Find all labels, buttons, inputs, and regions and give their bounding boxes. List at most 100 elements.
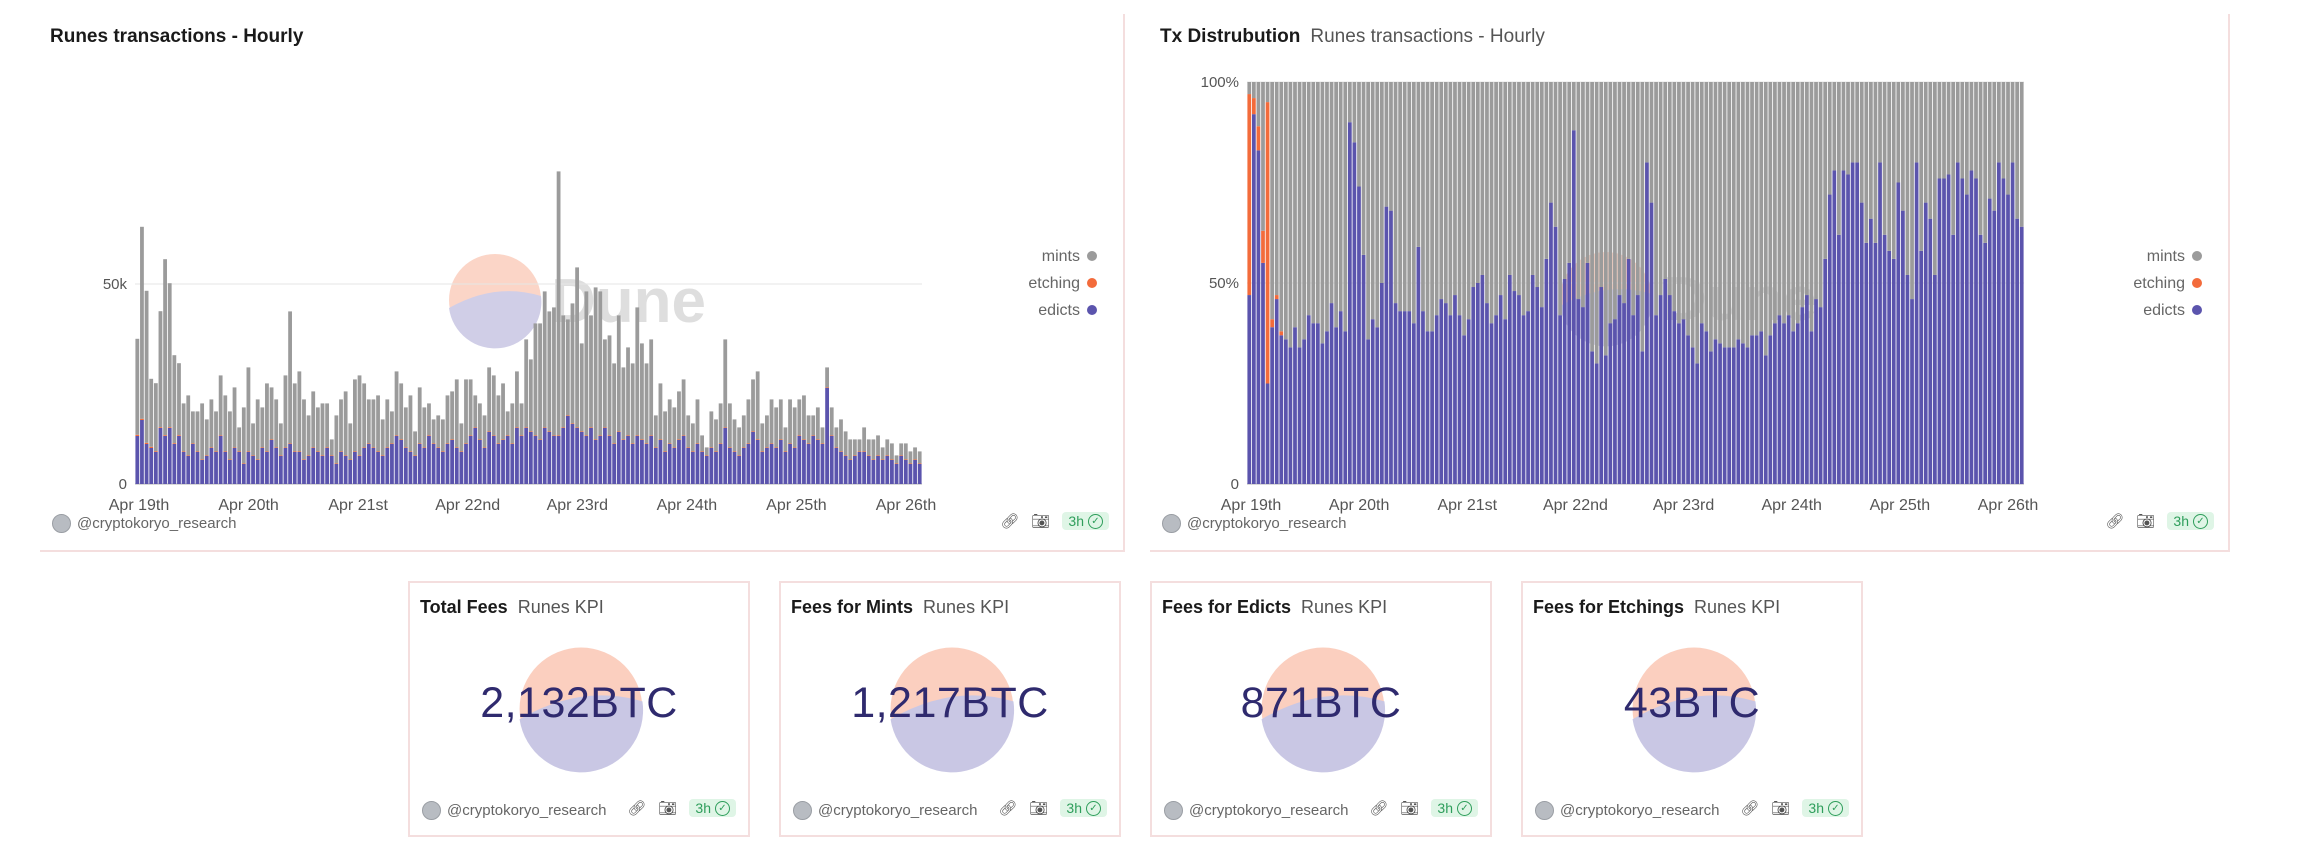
bar-etching[interactable]	[866, 455, 871, 456]
bar-edicts[interactable]	[686, 448, 691, 484]
bar-mints[interactable]	[288, 311, 292, 444]
bar-edicts[interactable]	[329, 456, 334, 484]
bar-edicts[interactable]	[1599, 287, 1604, 484]
legend-marker-mints[interactable]	[2192, 251, 2202, 261]
bar-etching[interactable]	[653, 447, 658, 448]
bar-etching[interactable]	[223, 451, 228, 452]
camera-icon[interactable]: 📷︎	[1031, 513, 1051, 530]
bar-etching[interactable]	[445, 443, 450, 444]
bar-edicts[interactable]	[1942, 178, 1946, 485]
bar-mints[interactable]	[505, 411, 510, 436]
bar-edicts[interactable]	[1878, 162, 1882, 484]
bar-mints[interactable]	[1681, 82, 1686, 320]
bar-mints[interactable]	[871, 439, 876, 460]
bar-mints[interactable]	[1914, 82, 1919, 163]
bar-edicts[interactable]	[630, 444, 635, 484]
bar-mints[interactable]	[1855, 82, 1860, 163]
camera-icon[interactable]: 📷︎	[1029, 800, 1049, 817]
bar-edicts[interactable]	[371, 448, 376, 484]
bar-mints[interactable]	[528, 359, 533, 432]
bar-etching[interactable]	[315, 451, 320, 452]
bar-etching[interactable]	[417, 443, 422, 444]
bar-edicts[interactable]	[366, 444, 371, 484]
bar-etching[interactable]	[778, 439, 783, 440]
legend-marker-etching[interactable]	[1087, 278, 1097, 288]
bar-mints[interactable]	[1859, 82, 1864, 203]
bar-edicts[interactable]	[390, 444, 394, 484]
bar-edicts[interactable]	[667, 444, 672, 484]
bar-mints[interactable]	[1247, 82, 1252, 95]
bar-etching[interactable]	[792, 447, 797, 448]
bar-mints[interactable]	[2001, 82, 2006, 179]
bar-edicts[interactable]	[1640, 351, 1645, 484]
bar-mints[interactable]	[1599, 82, 1604, 288]
bar-mints[interactable]	[1544, 82, 1549, 259]
bar-mints[interactable]	[834, 427, 839, 448]
bar-etching[interactable]	[454, 447, 459, 448]
bar-mints[interactable]	[862, 427, 867, 452]
bar-mints[interactable]	[246, 367, 251, 452]
bar-edicts[interactable]	[1329, 303, 1334, 484]
bar-edicts[interactable]	[700, 452, 704, 484]
bar-etching[interactable]	[811, 435, 816, 436]
bar-edicts[interactable]	[811, 436, 816, 484]
bar-edicts[interactable]	[1910, 299, 1914, 484]
bar-edicts[interactable]	[2006, 194, 2010, 484]
bar-mints[interactable]	[644, 363, 649, 444]
bar-mints[interactable]	[237, 427, 242, 452]
bar-edicts[interactable]	[894, 464, 899, 484]
bar-edicts[interactable]	[255, 460, 260, 484]
bar-etching[interactable]	[815, 439, 820, 440]
bar-etching[interactable]	[278, 455, 283, 456]
bar-mints[interactable]	[1800, 82, 1805, 308]
bar-edicts[interactable]	[1974, 178, 1978, 485]
bar-etching[interactable]	[829, 435, 834, 436]
bar-mints[interactable]	[908, 451, 913, 464]
bar-edicts[interactable]	[1283, 339, 1288, 484]
bar-edicts[interactable]	[158, 428, 163, 484]
bar-mints[interactable]	[1457, 82, 1462, 316]
bar-edicts[interactable]	[1786, 315, 1791, 484]
bar-edicts[interactable]	[459, 452, 464, 484]
bar-edicts[interactable]	[593, 440, 598, 484]
bar-etching[interactable]	[556, 435, 561, 436]
bar-edicts[interactable]	[167, 428, 172, 484]
bar-edicts[interactable]	[616, 432, 621, 484]
bar-etching[interactable]	[607, 435, 612, 436]
bar-mints[interactable]	[1946, 82, 1951, 175]
bar-mints[interactable]	[1841, 82, 1846, 171]
bar-etching[interactable]	[413, 455, 417, 456]
bar-mints[interactable]	[454, 379, 459, 448]
bar-edicts[interactable]	[1649, 202, 1654, 484]
bar-mints[interactable]	[1823, 82, 1828, 259]
bar-mints[interactable]	[140, 226, 144, 419]
bar-etching[interactable]	[167, 427, 172, 428]
bar-mints[interactable]	[1635, 82, 1640, 296]
bar-mints[interactable]	[320, 403, 325, 456]
bar-edicts[interactable]	[1366, 339, 1370, 484]
bar-etching[interactable]	[496, 443, 501, 444]
bar-mints[interactable]	[1366, 82, 1370, 340]
bar-mints[interactable]	[667, 399, 672, 444]
bar-mints[interactable]	[190, 411, 195, 444]
bar-mints[interactable]	[658, 383, 663, 440]
bar-edicts[interactable]	[1750, 335, 1754, 484]
bar-edicts[interactable]	[1334, 327, 1338, 484]
bar-edicts[interactable]	[2015, 218, 2020, 484]
bar-mints[interactable]	[811, 415, 816, 436]
bar-mints[interactable]	[274, 399, 279, 448]
bar-etching[interactable]	[487, 431, 492, 432]
bar-mints[interactable]	[1549, 82, 1553, 203]
bar-mints[interactable]	[1402, 82, 1407, 312]
bar-mints[interactable]	[1969, 82, 1974, 171]
bar-edicts[interactable]	[556, 436, 561, 484]
bar-edicts[interactable]	[343, 456, 348, 484]
bar-edicts[interactable]	[1763, 355, 1768, 484]
bar-mints[interactable]	[1466, 82, 1471, 320]
bar-mints[interactable]	[1759, 82, 1764, 332]
bar-mints[interactable]	[630, 363, 635, 444]
bar-mints[interactable]	[1873, 82, 1878, 243]
bar-edicts[interactable]	[1891, 258, 1896, 484]
bar-edicts[interactable]	[515, 428, 519, 484]
bar-etching[interactable]	[144, 442, 149, 444]
